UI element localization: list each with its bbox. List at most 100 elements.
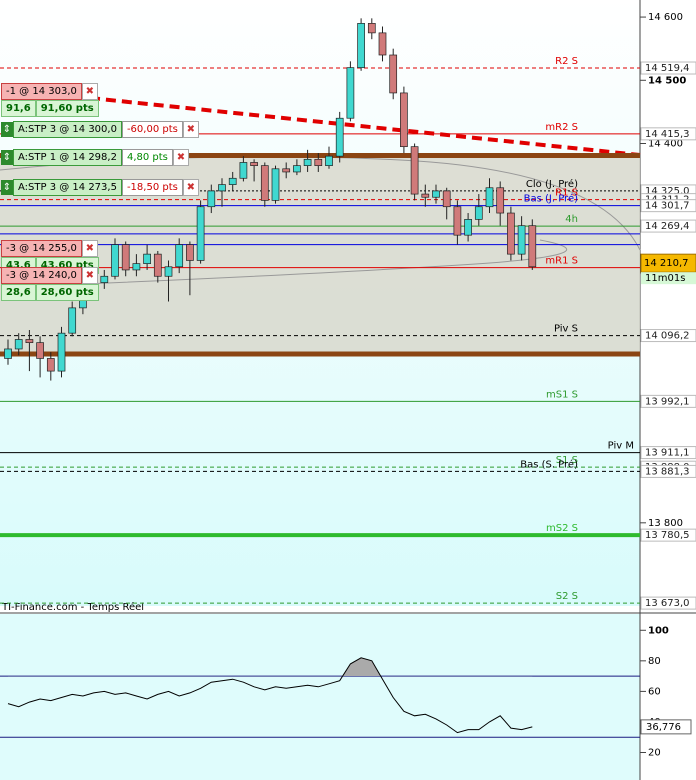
candle-body [196,206,205,261]
order-label: A:STP 3 @ 14 273,5 [13,179,122,196]
axis-level-label: 14 269,4 [645,221,690,232]
close-button[interactable]: ✖ [182,121,199,138]
order-label: A:STP 1 @ 14 298,2 [13,149,122,166]
candle-body [164,266,173,277]
order-points: 28,6 [1,284,36,301]
candle-body [400,92,408,148]
candle-body [485,187,494,208]
stop-icon: ⇕ [1,122,13,137]
rsi-panel-bg [0,614,640,780]
order-row: -3 @ 14 255,0 ✖ [1,240,98,257]
candle-body [464,219,472,236]
level-name: 4h [565,214,578,225]
axis-level-label: 13 881,3 [645,466,690,477]
stop-icon: ⇕ [1,180,13,195]
candle-body [250,162,258,166]
level-name: Bas (S. Pré) [520,458,578,470]
order-row: ⇕ A:STP 3 @ 14 300,0 -60,00 pts ✖ [1,121,199,138]
order-label: A:STP 3 @ 14 300,0 [13,121,122,138]
value-label-bg [640,719,692,735]
candle-body [421,193,430,198]
level-name: Piv M [608,441,634,452]
order-pnl: -18,50 pts [121,179,183,196]
candle-body [325,155,333,166]
candle-body [335,117,344,157]
timer-bg [641,272,696,285]
order-pnl: 4,80 pts [121,149,173,166]
candle-body [507,212,515,255]
order-row: -3 @ 14 240,0 ✖ [1,267,98,284]
candle-body [389,54,398,94]
axis-level-label: 14 301,7 [645,201,690,212]
candle-body [25,339,34,343]
candle-body [228,177,237,185]
candle-body [293,165,301,173]
axis-level-label: 14 325,0 [645,186,690,197]
axis-level-label: 13 992,1 [645,396,690,407]
level-name: R1 S [555,188,578,199]
y-tick-label: 80 [648,656,661,667]
candle-body [346,67,355,119]
candle-body [132,263,141,271]
candle-body [121,244,130,271]
candle-body [186,244,194,261]
y-tick-label: 14 600 [648,12,683,23]
order-label: -3 @ 14 240,0 [1,267,82,284]
level-name: R2 S [555,56,578,67]
candle-body [36,342,44,359]
candle-body [528,225,537,268]
candle-body [239,162,248,179]
axis-level-label: 13 673,0 [645,598,690,609]
axis-label-bg [640,219,696,233]
close-button[interactable]: ✖ [172,149,189,166]
level-name: S2 S [556,591,578,602]
candle-body [432,190,440,198]
close-button[interactable]: ✖ [81,267,98,284]
axis-level-label: 13 780,5 [645,530,690,541]
axis-label-bg [640,446,696,460]
axis-label-bg [640,528,696,542]
candle-body [314,158,323,166]
candle-body [496,187,505,214]
order-label: -3 @ 14 255,0 [1,240,82,257]
candle-body [442,190,451,208]
y-tick-label: 60 [648,686,661,697]
trend-line [89,96,641,157]
candle-body [271,168,280,201]
candle-body [378,32,387,56]
axis-label-bg [640,61,696,75]
axis-label-bg [640,394,696,408]
level-name: mS1 S [546,389,578,400]
order-label: -1 @ 14 303,0 [1,83,82,100]
stop-icon: ⇕ [1,150,13,165]
order-pnl: -60,00 pts [121,121,183,138]
level-name: S1 S [556,455,578,466]
candle-body [410,146,419,195]
axis-label-bg [640,464,696,478]
candle-body [260,165,269,201]
order-pnl-row: 28,6 28,60 pts [1,284,99,301]
level-name: mR1 S [545,256,578,267]
candle-body [474,206,483,220]
candle-body [4,348,12,359]
candle-body [175,244,184,268]
candle-body [453,206,462,236]
candle-body [57,332,66,372]
order-points: 91,6 [1,100,36,117]
y-tick-label: 14 400 [648,139,683,150]
candle-body [517,225,526,255]
candle-body [100,275,109,283]
axis-level-label: 14 415,3 [645,129,690,140]
level-name: Piv S [554,324,578,335]
candle-body [46,358,55,372]
y-tick-label: 20 [648,748,661,759]
close-button[interactable]: ✖ [182,179,199,196]
close-button[interactable]: ✖ [81,83,98,100]
order-pnl: 28,60 pts [35,284,99,301]
axis-label-bg [640,596,696,610]
y-tick-label: 14 500 [648,75,686,86]
level-name: mR2 S [545,122,578,133]
close-button[interactable]: ✖ [81,240,98,257]
